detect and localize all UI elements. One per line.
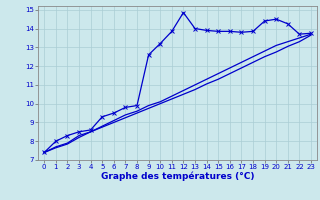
X-axis label: Graphe des températures (°C): Graphe des températures (°C) [101,172,254,181]
